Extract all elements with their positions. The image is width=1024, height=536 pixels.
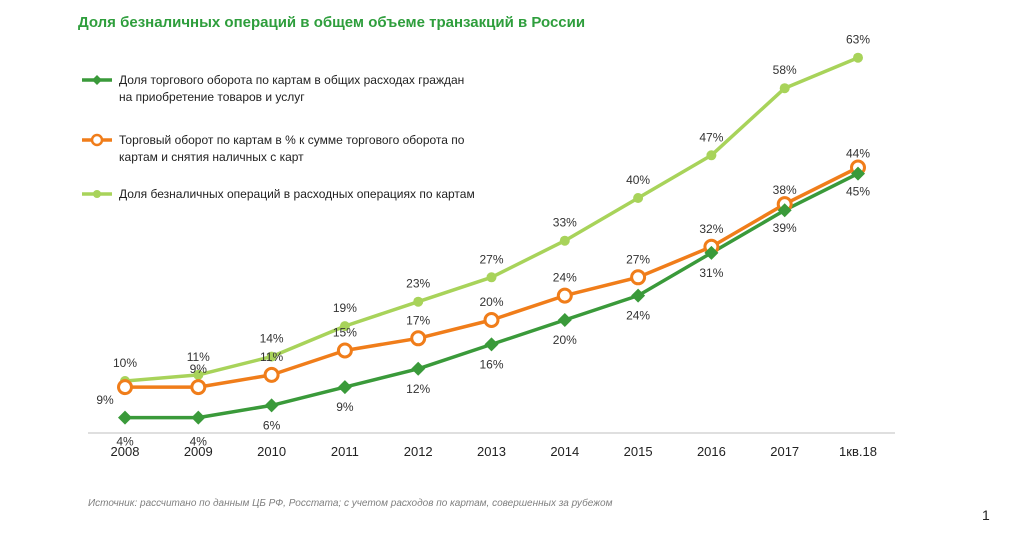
- x-tick-labels: 2008 2009 2010 2011 2012 2013 2014 2015 2016 2017…: [111, 444, 877, 459]
- legend-label: Доля торгового оборота по картам в общих…: [119, 73, 464, 87]
- data-point: [853, 52, 863, 63]
- data-label: 32%: [699, 222, 723, 236]
- data-point: [557, 313, 572, 327]
- data-point: [631, 288, 646, 303]
- chart-title: Доля безналичных операций в общем объеме…: [78, 14, 586, 31]
- data-point: [336, 342, 353, 359]
- data-label: 40%: [626, 173, 650, 187]
- data-label: 45%: [846, 185, 870, 199]
- data-point: [779, 83, 790, 94]
- data-label: 24%: [553, 271, 577, 285]
- data-label: 20%: [479, 295, 503, 309]
- data-label: 15%: [333, 326, 357, 340]
- data-label: 10%: [113, 356, 137, 370]
- legend-item: Доля торгового оборота по картам в общих…: [82, 73, 464, 104]
- x-tick-label: 2015: [624, 444, 653, 459]
- data-point: [410, 330, 427, 347]
- legend-label: Торговый оборот по картам в % к сумме то…: [119, 133, 465, 147]
- data-label: 20%: [553, 333, 577, 347]
- data-label: 23%: [406, 277, 430, 291]
- legend-label: Доля безналичных операций в расходных оп…: [119, 187, 475, 201]
- data-point: [704, 245, 719, 260]
- legend: Доля торгового оборота по картам в общих…: [82, 73, 475, 201]
- data-point: [633, 193, 644, 203]
- legend-marker: [90, 133, 104, 147]
- data-label: 58%: [773, 63, 797, 77]
- data-label: 17%: [406, 313, 430, 327]
- data-point: [777, 203, 792, 218]
- x-tick-label: 2010: [257, 444, 286, 459]
- data-point: [556, 287, 573, 304]
- data-label: 9%: [96, 393, 114, 407]
- data-point: [706, 150, 717, 161]
- series-line: [124, 56, 859, 383]
- data-label: 11%: [260, 350, 283, 364]
- data-label: 24%: [626, 309, 650, 323]
- data-point: [484, 337, 499, 352]
- legend-item: Доля безналичных операций в расходных оп…: [82, 187, 475, 201]
- x-tick-label: 2009: [184, 444, 213, 459]
- data-point: [117, 379, 133, 396]
- legend-marker: [93, 190, 101, 198]
- x-tick-label: 1кв.18: [839, 444, 877, 459]
- data-point: [337, 380, 352, 395]
- data-label: 63%: [846, 33, 870, 47]
- data-label: 47%: [699, 130, 723, 144]
- data-label: 39%: [773, 221, 797, 235]
- data-label: 14%: [260, 332, 284, 346]
- data-label: 38%: [773, 183, 797, 197]
- page-number: 1: [982, 507, 990, 523]
- data-point: [263, 366, 280, 383]
- data-label: 33%: [553, 216, 577, 230]
- data-point: [413, 296, 424, 307]
- data-label: 27%: [626, 252, 650, 266]
- legend-marker: [92, 75, 102, 85]
- data-label: 9%: [190, 362, 208, 376]
- data-point: [559, 235, 570, 246]
- data-point: [411, 361, 426, 376]
- data-point: [486, 272, 497, 283]
- data-point: [483, 312, 500, 328]
- data-label: 4%: [116, 435, 134, 449]
- data-label: 12%: [406, 382, 430, 396]
- data-point: [118, 410, 132, 425]
- data-label: 9%: [336, 400, 354, 414]
- legend-label: картам и снятия наличных с карт: [119, 150, 304, 164]
- data-point: [191, 410, 206, 425]
- data-point: [190, 379, 207, 396]
- data-point: [264, 398, 279, 413]
- legend-label: на приобретение товаров и услуг: [119, 90, 305, 104]
- data-point: [630, 269, 647, 286]
- data-point: [193, 369, 204, 380]
- data-label: 19%: [333, 301, 357, 315]
- data-point: [339, 321, 350, 332]
- source-note: Источник: рассчитано по данным ЦБ РФ, Ро…: [88, 498, 613, 509]
- data-label: 16%: [479, 357, 503, 371]
- x-tick-label: 2012: [404, 444, 433, 459]
- x-tick-label: 2014: [550, 444, 579, 459]
- data-point: [266, 351, 277, 362]
- legend-item: Торговый оборот по картам в % к сумме то…: [82, 133, 465, 164]
- x-tick-label: 2008: [111, 444, 140, 459]
- data-label: 44%: [846, 147, 870, 161]
- x-tick-label: 2016: [697, 444, 726, 459]
- data-label: 6%: [263, 418, 281, 432]
- data-label: 11%: [187, 350, 210, 364]
- series-markers: [117, 52, 866, 425]
- data-labels: 10% 11%14%19%23%27%33%40%47%58%63%9%9%11%…: [96, 33, 870, 449]
- data-label: 27%: [479, 252, 503, 266]
- data-label: 31%: [699, 266, 723, 280]
- data-label: 4%: [190, 435, 208, 449]
- x-tick-label: 2013: [477, 444, 506, 459]
- x-tick-label: 2017: [770, 444, 799, 459]
- data-point: [851, 166, 865, 181]
- x-tick-label: 2011: [331, 444, 359, 459]
